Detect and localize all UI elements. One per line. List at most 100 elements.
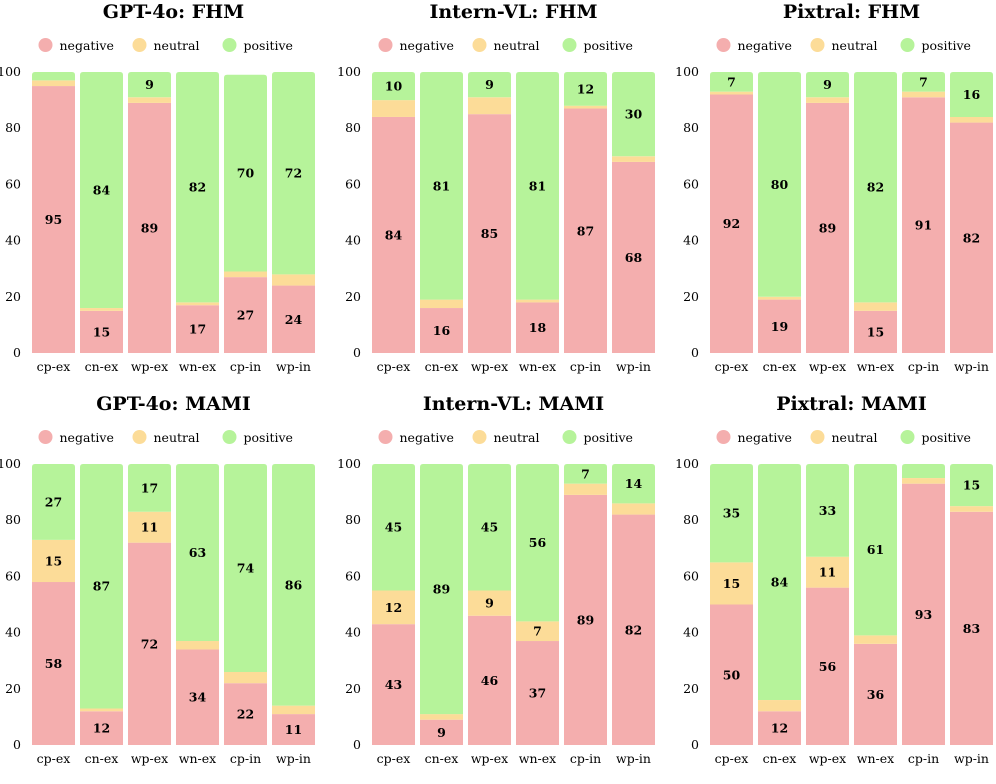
bar-neutral [128, 511, 171, 543]
y-tick-label: 100 [675, 456, 699, 471]
data-label-positive: 86 [285, 577, 303, 592]
bar-positive [468, 72, 511, 98]
bar-neutral [468, 590, 511, 616]
data-label-negative: 93 [915, 607, 932, 622]
data-label-negative: 72 [141, 636, 158, 651]
bar-negative [758, 711, 801, 745]
bar-negative [902, 97, 945, 353]
y-tick-label: 80 [345, 120, 361, 135]
x-tick-label: cn-ex [425, 751, 459, 766]
y-tick-label: 40 [683, 233, 699, 248]
bar-negative [468, 114, 511, 354]
data-label-negative: 84 [385, 227, 403, 242]
legend-swatch-positive [562, 38, 577, 52]
bar-neutral [854, 302, 897, 311]
bar-negative [468, 615, 511, 745]
bar-stack-cp-ex: 43 12 45 [372, 464, 415, 745]
chart-title: Pixtral: MAMI [776, 393, 927, 415]
bar-neutral [710, 91, 753, 95]
bar-positive [950, 72, 993, 117]
data-label-negative: 15 [93, 324, 110, 339]
data-label-negative: 22 [237, 707, 254, 722]
data-label-positive: 12 [577, 81, 594, 96]
bar-neutral [950, 506, 993, 512]
bar-neutral [564, 105, 607, 109]
bar-neutral [516, 621, 559, 642]
bar-neutral [176, 302, 219, 306]
chart-pixtral-fhm: Pixtral: FHM negative neutral positive 0 20 40… [675, 0, 996, 389]
y-tick-label: 60 [683, 568, 699, 583]
y-tick-label: 40 [5, 625, 21, 640]
chart-svg: GPT-4o: FHM negative neutral positive 0 20 40 6… [0, 1, 315, 374]
bar-stack-cp-in: 22 74 [224, 464, 267, 745]
data-label-negative: 37 [529, 686, 546, 701]
data-label-negative: 89 [141, 220, 158, 235]
data-label-positive: 7 [727, 74, 736, 89]
data-label-positive: 82 [189, 180, 206, 195]
bar-positive [80, 464, 123, 709]
bar-stack-wp-ex: 56 11 33 [806, 464, 849, 745]
bar-positive [564, 464, 607, 484]
legend-label-positive: positive [244, 38, 293, 53]
bar-stack-wp-in: 68 30 [612, 72, 655, 353]
bar-stack-wn-ex: 36 61 [854, 464, 897, 745]
x-tick-label: cn-ex [425, 359, 459, 374]
x-tick-label: cp-ex [37, 359, 71, 374]
bar-positive [272, 464, 315, 706]
bar-stack-cp-ex: 92 7 [710, 72, 753, 353]
data-label-positive: 9 [145, 77, 154, 92]
data-label-negative: 36 [867, 687, 885, 702]
y-tick-label: 60 [683, 176, 699, 191]
data-label-positive: 80 [771, 177, 789, 192]
bar-negative [420, 308, 463, 353]
data-label-positive: 63 [189, 545, 206, 560]
x-tick-label: wn-ex [857, 751, 894, 766]
bar-positive [224, 74, 267, 272]
data-label-neutral: 11 [141, 520, 158, 535]
x-tick-label: wn-ex [179, 751, 216, 766]
data-label-positive: 9 [823, 77, 832, 92]
data-label-negative: 91 [915, 218, 932, 233]
bar-negative [32, 86, 75, 354]
bar-negative [950, 511, 993, 745]
bar-positive [420, 464, 463, 715]
data-label-negative: 17 [189, 322, 206, 337]
legend-label-negative: negative [400, 430, 454, 445]
bar-positive [854, 464, 897, 636]
y-tick-label: 100 [675, 64, 699, 79]
legend-label-negative: negative [738, 38, 792, 53]
bar-neutral [272, 274, 315, 286]
data-label-negative: 27 [237, 308, 254, 323]
bar-negative [854, 643, 897, 745]
bar-negative [854, 310, 897, 353]
bar-negative [176, 305, 219, 353]
data-label-neutral: 12 [385, 600, 402, 615]
bar-positive [758, 72, 801, 297]
bar-stack-cp-in: 91 7 [902, 72, 945, 353]
legend-label-neutral: neutral [154, 430, 200, 445]
data-label-negative: 50 [723, 667, 741, 682]
legend-label-negative: negative [60, 38, 114, 53]
x-tick-label: wp-ex [131, 751, 168, 766]
legend-label-positive: positive [244, 430, 293, 445]
y-tick-label: 40 [5, 233, 21, 248]
bar-positive [710, 464, 753, 563]
bar-positive [420, 72, 463, 300]
data-label-neutral: 11 [819, 565, 836, 580]
bar-negative [176, 649, 219, 745]
chart-title: GPT-4o: FHM [103, 1, 244, 23]
data-label-negative: 34 [189, 690, 207, 705]
x-tick-label: wn-ex [857, 359, 894, 374]
data-label-positive: 81 [433, 178, 450, 193]
legend-swatch-negative [378, 38, 393, 52]
bar-stack-cp-ex: 50 15 35 [710, 464, 753, 745]
bar-neutral [128, 97, 171, 103]
bar-stack-wp-ex: 89 9 [128, 72, 171, 353]
bar-stack-wp-in: 83 15 [950, 464, 993, 745]
x-tick-label: wn-ex [179, 359, 216, 374]
x-tick-label: cp-ex [377, 359, 411, 374]
legend-label-neutral: neutral [494, 430, 540, 445]
y-tick-label: 0 [691, 345, 699, 360]
